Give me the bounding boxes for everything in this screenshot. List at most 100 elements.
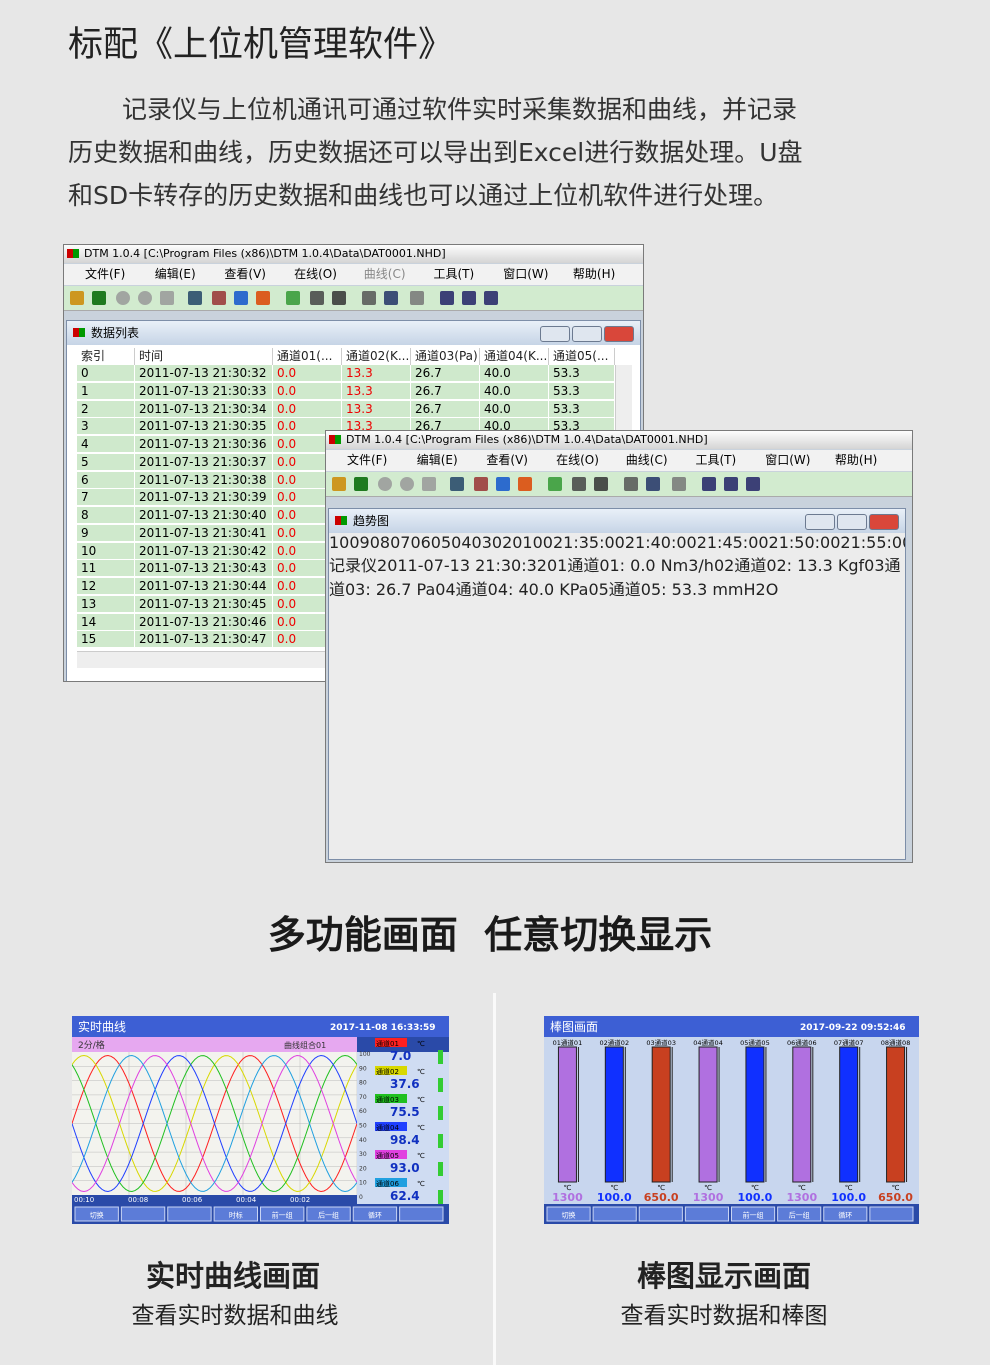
x-tick-label: 21:55:00 (840, 533, 906, 552)
table-cell: 0.0 (273, 382, 342, 400)
tool-icon (332, 477, 346, 491)
tool-icon (440, 291, 454, 305)
y-tick-label: 30 (481, 533, 503, 552)
tool-icon (384, 291, 398, 305)
table-cell: 0.0 (273, 542, 342, 560)
bar-unit: ℃ (704, 1184, 712, 1192)
tool-icon (188, 291, 202, 305)
menu-item: 工具(T) (695, 453, 737, 467)
screen-button (546, 1206, 591, 1222)
y-tick-label: 20 (502, 533, 523, 552)
headline: 多功能画面 任意切换显示 (267, 913, 713, 957)
table-cell: 10 (77, 542, 135, 560)
table-cell: 2011-07-13 21:30:44 (135, 578, 273, 595)
scale-label: 10 (359, 1180, 367, 1187)
scale-text: 2分/格 (78, 1039, 105, 1051)
table-cell: 2011-07-13 21:30:32 (135, 365, 273, 382)
button-label: 后一组 (789, 1211, 810, 1220)
bar-unit: ℃ (610, 1184, 618, 1192)
x-tick-label: 21:50:00 (768, 533, 841, 552)
table-cell: 2011-07-13 21:30:41 (135, 524, 273, 542)
tool-icon (646, 477, 660, 491)
legend-label: 通道04: 40.0 KPa (455, 580, 589, 599)
menu-item: 曲线(C) (625, 453, 668, 467)
column-header: 时间 (135, 348, 273, 365)
table-cell: 1 (77, 382, 135, 400)
screen-time: 2017-09-22 09:52:46 (800, 1023, 905, 1033)
bar-tube (886, 1046, 906, 1183)
table-cell: 40.0 (480, 382, 549, 400)
scale-label: 100 (359, 1051, 371, 1058)
tool-icon (234, 291, 248, 305)
channel-chip (375, 1094, 407, 1103)
menu-item: 查看(V) (224, 267, 266, 281)
legend-id: 05 (588, 580, 609, 599)
bar-tube (839, 1046, 859, 1183)
scale-label: 0 (359, 1194, 363, 1201)
menu-item: 帮助(H) (572, 267, 616, 281)
button-label: 切换 (90, 1211, 104, 1220)
button-label: 前一组 (272, 1211, 293, 1220)
screen-button (399, 1206, 444, 1222)
screen-header (544, 1016, 919, 1037)
table-cell: 26.7 (411, 365, 480, 382)
tool-icon (724, 477, 738, 491)
table-cell: 2011-07-13 21:30:33 (135, 382, 273, 400)
table-cell: 6 (77, 471, 135, 489)
tool-icon (462, 291, 476, 305)
legend-id: 01 (546, 556, 568, 575)
tool-icon (624, 477, 638, 491)
tool-icon (572, 477, 586, 491)
window-button (805, 514, 835, 530)
tool-icon (484, 291, 498, 305)
y-tick-label: 50 (440, 533, 462, 552)
bar-unit: ℃ (564, 1184, 572, 1192)
table-cell: 53.3 (549, 400, 615, 418)
tool-icon (332, 291, 346, 305)
table-cell: 0.0 (273, 436, 342, 453)
bar-tube (792, 1046, 812, 1183)
screen-button (869, 1206, 914, 1222)
menu-item: 查看(V) (486, 453, 528, 467)
y-tick-label: 80 (379, 533, 401, 552)
table-cell: 2011-07-13 21:30:34 (135, 400, 273, 418)
channel-chip (375, 1122, 407, 1131)
intro-text: 记录仪与上位机通讯可通过软件实时采集数据和曲线，并记录 历史数据和曲线，历史数据还… (68, 88, 928, 217)
y-tick-label: 100 (329, 533, 360, 552)
table-cell: 7 (77, 489, 135, 507)
channel-meter (438, 1078, 443, 1092)
table-cell: 40.0 (480, 400, 549, 418)
screen-button (777, 1206, 822, 1222)
subcaption: 查看实时数据和曲线 (131, 1303, 339, 1329)
x-tick-label: 21:40:00 (624, 533, 697, 552)
column-header: 通道05(... (549, 348, 615, 365)
screen-title: 棒图画面 (550, 1020, 598, 1034)
screen-button (731, 1206, 776, 1222)
x-tick-label: 21:45:00 (696, 533, 769, 552)
legend-label: 通道05: 53.3 mmH2O (608, 580, 779, 599)
channel-chip (375, 1150, 407, 1159)
table-cell: 2011-07-13 21:30:38 (135, 471, 273, 489)
channel-chip (375, 1038, 407, 1047)
table-cell: 5 (77, 453, 135, 471)
table-cell: 12 (77, 578, 135, 595)
bar-name: 08通道08 (881, 1038, 911, 1047)
table-cell: 0.0 (273, 489, 342, 507)
bar-name: 06通道06 (787, 1038, 817, 1047)
table-cell: 2011-07-13 21:30:46 (135, 613, 273, 631)
bar-value: 1300 (552, 1191, 583, 1204)
table-cell: 0.0 (273, 631, 342, 649)
y-tick-label: 90 (359, 533, 380, 552)
menu-item: 编辑(E) (154, 267, 196, 281)
y-tick-label: 40 (461, 533, 482, 552)
legend-id: 03 (864, 556, 885, 575)
legend-label: 通道03: 26.7 Pa (329, 556, 901, 599)
screen-header (72, 1016, 449, 1037)
software-window: DTM 1.0.4 [C:\Program Files (x86)\DTM 1.… (325, 430, 913, 863)
tool-icon (70, 291, 84, 305)
bar-unit: ℃ (845, 1184, 853, 1192)
table-cell: 2011-07-13 21:30:45 (135, 595, 273, 613)
menu-item: 曲线(C) (363, 267, 406, 281)
table-cell: 2011-07-13 21:30:39 (135, 489, 273, 507)
bar-tube (557, 1046, 577, 1183)
